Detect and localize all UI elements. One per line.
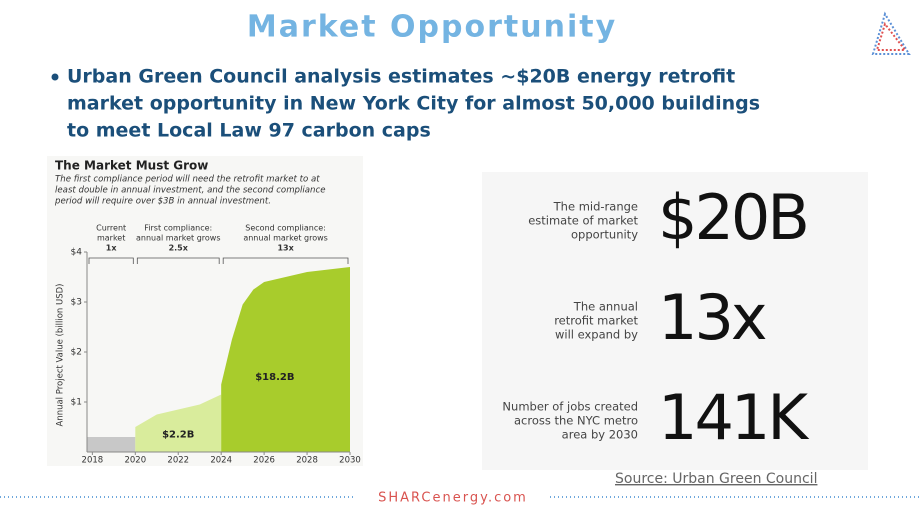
- area: [87, 437, 136, 452]
- bullet-text: to meet Local Law 97 carbon caps: [67, 120, 431, 142]
- y-axis-label: Annual Project Value (billion USD): [56, 283, 66, 426]
- area: [221, 267, 350, 452]
- x-tick-label: 2024: [210, 456, 232, 466]
- x-tick-label: 2028: [296, 456, 318, 466]
- stat-value: 13x: [658, 281, 766, 354]
- x-tick-label: 2020: [124, 456, 146, 466]
- y-tick-label: $3: [71, 298, 82, 308]
- phase-label: market: [97, 234, 125, 243]
- area-label: $18.2B: [255, 372, 294, 383]
- bullet-text: market opportunity in New York City for …: [67, 93, 760, 115]
- chart-subtitle: least double in annual investment, and t…: [55, 186, 326, 196]
- phase-label: annual market grows: [136, 234, 221, 243]
- bullet-dot: [51, 73, 59, 81]
- chart-subtitle: The first compliance period will need th…: [55, 175, 320, 185]
- phase-label: Second compliance:: [245, 224, 326, 233]
- phase-bracket: [136, 257, 220, 264]
- phase-factor: 1x: [106, 244, 118, 253]
- source: Source: Urban Green Council: [615, 471, 817, 487]
- x-tick-label: 2018: [82, 456, 104, 466]
- stat-label: will expand by: [555, 328, 638, 342]
- stat-value: $20B: [658, 181, 807, 254]
- phase-label: First compliance:: [144, 224, 212, 233]
- x-tick-label: 2026: [253, 456, 275, 466]
- phase-label: Current: [96, 224, 126, 233]
- stat-value: 141K: [658, 381, 809, 454]
- phase-factor: 13x: [277, 244, 294, 253]
- area: [135, 394, 222, 452]
- area-label: $2.2B: [162, 430, 194, 441]
- y-tick-label: $4: [71, 248, 83, 258]
- bullet-text: Urban Green Council analysis estimates ~…: [67, 66, 735, 88]
- stat-label: across the NYC metro: [514, 414, 638, 428]
- chart-title: The Market Must Grow: [55, 159, 208, 173]
- x-tick-label: 2030: [339, 456, 361, 466]
- stat-label: The annual: [573, 300, 638, 314]
- y-tick-label: $1: [71, 398, 82, 408]
- x-tick-label: 2022: [167, 456, 189, 466]
- footer: SHARCenergy.com: [378, 491, 528, 506]
- slide-title: Market Opportunity: [247, 10, 617, 45]
- logo: [871, 11, 911, 55]
- stats-panel: [482, 172, 868, 470]
- phase-factor: 2.5x: [169, 244, 189, 253]
- stat-label: area by 2030: [562, 428, 638, 442]
- stat-label: retrofit market: [554, 314, 638, 328]
- phase-bracket: [222, 257, 349, 264]
- stat-label: estimate of market: [528, 214, 638, 228]
- stat-label: The mid-range: [553, 200, 638, 214]
- chart-subtitle: period will require over $3B in annual i…: [54, 197, 271, 207]
- stat-label: opportunity: [571, 228, 638, 242]
- phase-label: annual market grows: [243, 234, 328, 243]
- phase-bracket: [88, 257, 134, 264]
- y-tick-label: $2: [71, 348, 82, 358]
- stat-label: Number of jobs created: [502, 400, 638, 414]
